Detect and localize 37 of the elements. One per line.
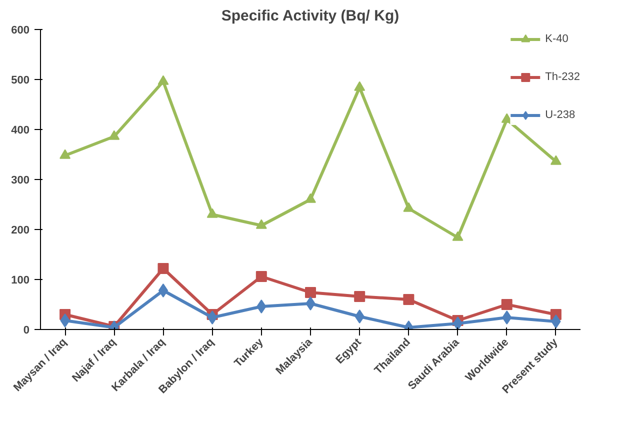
point bbox=[256, 271, 267, 282]
y-tick-label: 200 bbox=[11, 224, 30, 236]
point bbox=[354, 310, 364, 324]
point bbox=[501, 299, 512, 310]
point bbox=[207, 310, 218, 324]
point bbox=[403, 202, 414, 212]
y-tick-label: 500 bbox=[11, 74, 30, 86]
point bbox=[354, 291, 366, 302]
y-tick-label: 600 bbox=[11, 24, 30, 36]
point bbox=[158, 263, 169, 274]
point bbox=[305, 193, 316, 203]
point bbox=[256, 219, 267, 229]
point bbox=[452, 316, 463, 330]
legend-label: K-40 bbox=[545, 33, 568, 45]
point bbox=[60, 149, 71, 159]
point bbox=[403, 294, 414, 305]
y-tick-label: 100 bbox=[11, 274, 30, 286]
legend-label: U-238 bbox=[545, 109, 576, 121]
point bbox=[452, 231, 464, 241]
y-tick-label: 300 bbox=[11, 174, 30, 186]
point bbox=[256, 300, 266, 314]
point bbox=[206, 208, 218, 218]
chart-title: Specific Activity (Bq/ Kg) bbox=[221, 8, 400, 24]
point bbox=[305, 287, 316, 298]
point bbox=[354, 81, 366, 91]
point bbox=[550, 155, 562, 165]
point bbox=[551, 314, 561, 328]
point bbox=[502, 310, 512, 324]
y-tick-label: 400 bbox=[11, 124, 30, 136]
point bbox=[501, 113, 512, 123]
y-tick-label: 0 bbox=[23, 324, 30, 336]
point bbox=[306, 296, 316, 310]
point bbox=[60, 314, 70, 328]
point bbox=[158, 284, 168, 298]
point bbox=[108, 130, 120, 140]
legend-label: Th-232 bbox=[545, 71, 580, 83]
point bbox=[158, 75, 169, 85]
